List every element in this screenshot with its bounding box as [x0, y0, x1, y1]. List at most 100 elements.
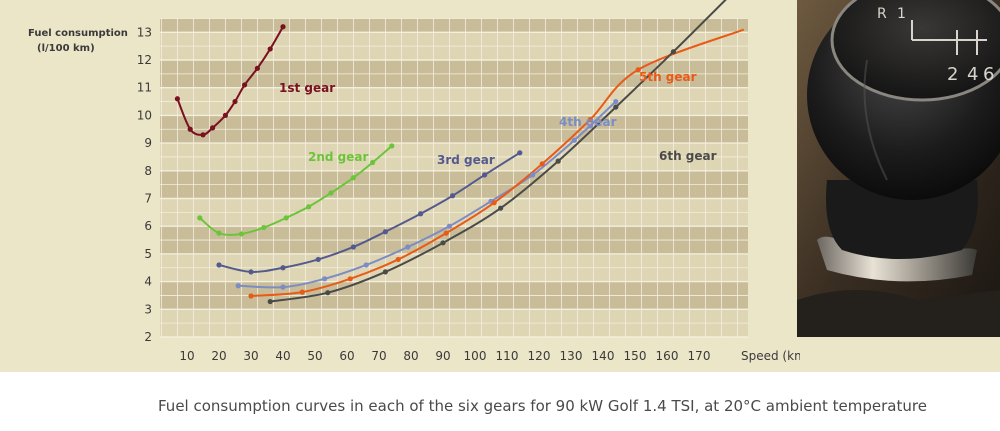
- data-point: [248, 293, 254, 299]
- data-point: [200, 132, 206, 138]
- gear-knob-photo: R 1 2 4 6: [797, 0, 1000, 337]
- data-point: [299, 289, 305, 295]
- data-point: [446, 223, 452, 229]
- y-tick-label: 11: [137, 81, 152, 95]
- x-axis-label: Speed (km/h): [741, 349, 800, 363]
- data-point: [530, 172, 536, 178]
- data-point: [283, 215, 289, 221]
- data-point: [382, 269, 388, 275]
- data-point: [248, 269, 254, 275]
- series-lines: [176, 0, 745, 303]
- x-tick-label: 80: [403, 349, 418, 363]
- data-point: [405, 244, 411, 250]
- data-point: [216, 230, 222, 236]
- y-tick-label: 5: [144, 247, 152, 261]
- data-point: [328, 190, 334, 196]
- series-label-4th-gear: 4th gear: [559, 115, 617, 129]
- y-tick-label: 10: [137, 108, 152, 122]
- svg-text:2: 2: [947, 64, 958, 85]
- series-line-1: [176, 26, 284, 136]
- data-point: [267, 46, 273, 52]
- data-point: [306, 204, 312, 210]
- data-point: [267, 298, 273, 305]
- data-point: [322, 276, 328, 282]
- x-tick-label: 100: [464, 349, 487, 363]
- x-tick-label: 60: [339, 349, 354, 363]
- x-tick-label: 130: [560, 349, 583, 363]
- data-point: [347, 276, 353, 282]
- x-tick-labels: 10 20 30 40 50 60 70 80 90 100 110 120 130 140 150 160 1…: [179, 349, 710, 363]
- y-axis-label-line1: Fuel consumption: [28, 28, 128, 39]
- data-point: [613, 98, 619, 105]
- data-point: [370, 159, 376, 166]
- svg-text:6: 6: [983, 64, 994, 85]
- data-point: [235, 283, 241, 289]
- data-point: [517, 150, 523, 156]
- data-point: [491, 200, 497, 206]
- x-tick-label: 120: [528, 349, 551, 363]
- data-point: [363, 262, 369, 268]
- series-label-6th-gear: 6th gear: [659, 149, 717, 163]
- data-point: [395, 256, 401, 263]
- y-tick-label: 4: [144, 275, 152, 289]
- data-point: [261, 224, 267, 231]
- data-point: [280, 284, 286, 290]
- y-tick-label: 8: [144, 164, 152, 178]
- series-line-5: [250, 28, 745, 298]
- y-tick-labels: 2 3 4 5 6 7 8 9 10 11 12 13: [137, 25, 152, 344]
- x-tick-label: 20: [211, 349, 226, 363]
- series-label-3rd-gear: 3rd gear: [437, 153, 495, 167]
- data-point: [539, 161, 545, 167]
- data-point: [280, 265, 286, 271]
- data-point: [571, 137, 577, 143]
- svg-text:4: 4: [967, 64, 978, 85]
- data-point: [197, 215, 203, 221]
- data-point: [210, 125, 216, 131]
- x-tick-label: 170: [688, 349, 711, 363]
- fuel-consumption-chart: Fuel consumption (l/100 km) 2 3 4 5 6 7 8 9 10 11…: [28, 0, 800, 363]
- x-tick-label: 10: [179, 349, 194, 363]
- y-tick-label: 2: [144, 330, 152, 344]
- x-tick-label: 50: [307, 349, 322, 363]
- series-line-4: [238, 100, 617, 289]
- x-tick-label: 70: [371, 349, 386, 363]
- data-point: [670, 49, 677, 55]
- data-point: [222, 112, 228, 118]
- chart-caption: Fuel consumption curves in each of the s…: [158, 397, 927, 415]
- data-point: [254, 65, 260, 71]
- series-label-5th-gear: 5th gear: [639, 70, 697, 84]
- data-point: [216, 262, 222, 268]
- data-point: [315, 256, 321, 263]
- data-point: [613, 104, 619, 110]
- x-tick-label: 30: [243, 349, 258, 363]
- data-point: [450, 193, 456, 199]
- x-tick-label: 140: [592, 349, 615, 363]
- data-point: [440, 240, 446, 246]
- y-tick-label: 6: [144, 219, 152, 233]
- x-tick-label: 160: [656, 349, 679, 363]
- series-line-3: [218, 151, 521, 273]
- band: [160, 18, 748, 33]
- y-tick-label: 12: [137, 53, 152, 67]
- y-tick-label: 7: [144, 192, 152, 206]
- data-point: [280, 24, 286, 30]
- series-label-1st-gear: 1st gear: [279, 81, 335, 95]
- data-point: [174, 96, 180, 102]
- data-point: [187, 126, 193, 132]
- y-tick-label: 13: [137, 25, 152, 39]
- data-point: [238, 231, 244, 237]
- x-tick-label: 40: [275, 349, 290, 363]
- data-point: [389, 143, 395, 149]
- x-tick-label: 150: [624, 349, 647, 363]
- data-point: [587, 116, 593, 123]
- data-point: [482, 172, 488, 178]
- data-point: [242, 82, 248, 88]
- y-tick-label: 9: [144, 136, 152, 150]
- data-point: [635, 67, 641, 73]
- data-point: [555, 158, 561, 164]
- y-axis-label-line2: (l/100 km): [37, 43, 95, 54]
- series-line-2: [199, 145, 393, 236]
- data-point: [325, 290, 331, 296]
- series-line-6: [270, 0, 727, 303]
- series-label-2nd-gear: 2nd gear: [308, 150, 368, 164]
